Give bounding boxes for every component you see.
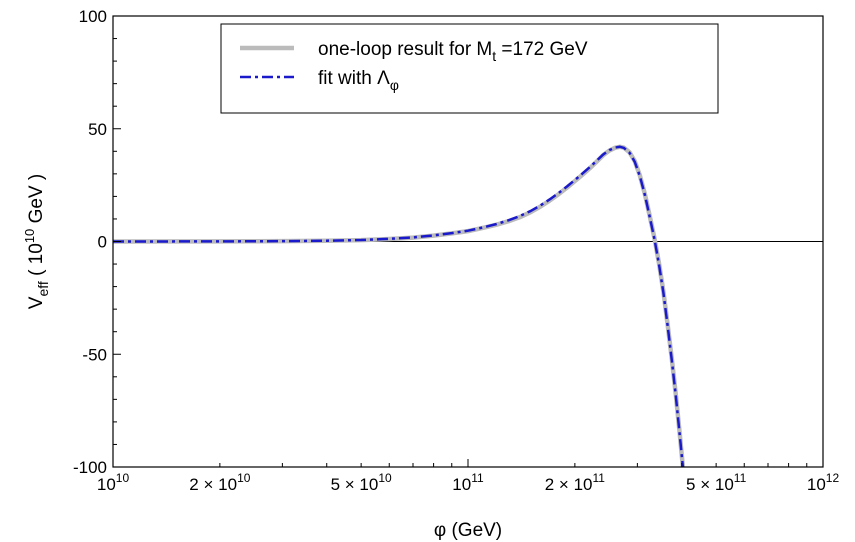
y-tick-label-5: -100 [73, 458, 107, 477]
series-line-1 [113, 144, 686, 467]
legend-label-1: one-loop result for Mt =172 GeV [318, 39, 588, 64]
y-tick-label-1: 100 [79, 7, 107, 26]
x-tick-label-7: 1012 [807, 471, 840, 494]
x-tick-label-4: 1011 [452, 471, 484, 494]
y-tick-label-2: 50 [88, 120, 107, 139]
x-axis-label: φ (GeV) [434, 520, 502, 541]
legend: one-loop result for Mt =172 GeV fit with … [220, 23, 719, 114]
series-line-2 [113, 145, 685, 467]
ticks-layer: 1010 2 × 1010 5 × 1010 1011 2 × 1011 5 × 1011… [73, 7, 839, 494]
y-tick-label-3: 0 [98, 233, 107, 252]
series-layer [113, 144, 686, 467]
legend-box [220, 23, 719, 114]
legend-label-2: fit with Λφ [318, 68, 399, 93]
x-tick-label-1: 1010 [97, 471, 130, 494]
x-tick-label-6: 5 × 1011 [686, 471, 747, 494]
x-tick-label-2: 2 × 1010 [189, 471, 250, 494]
x-tick-label-3: 5 × 1010 [331, 471, 392, 494]
axis-labels: φ (GeV) Veff ( 1010 GeV ) [22, 174, 502, 541]
y-axis-label: Veff ( 1010 GeV ) [22, 174, 51, 309]
x-tick-label-5: 2 × 1011 [545, 471, 606, 494]
y-tick-label-4: -50 [82, 345, 107, 364]
